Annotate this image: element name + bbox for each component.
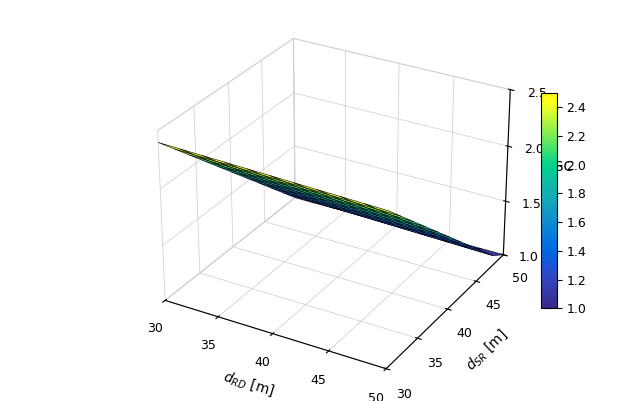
Y-axis label: $d_{SR}$ [m]: $d_{SR}$ [m] [462,326,511,374]
X-axis label: $d_{RD}$ [m]: $d_{RD}$ [m] [221,369,277,400]
